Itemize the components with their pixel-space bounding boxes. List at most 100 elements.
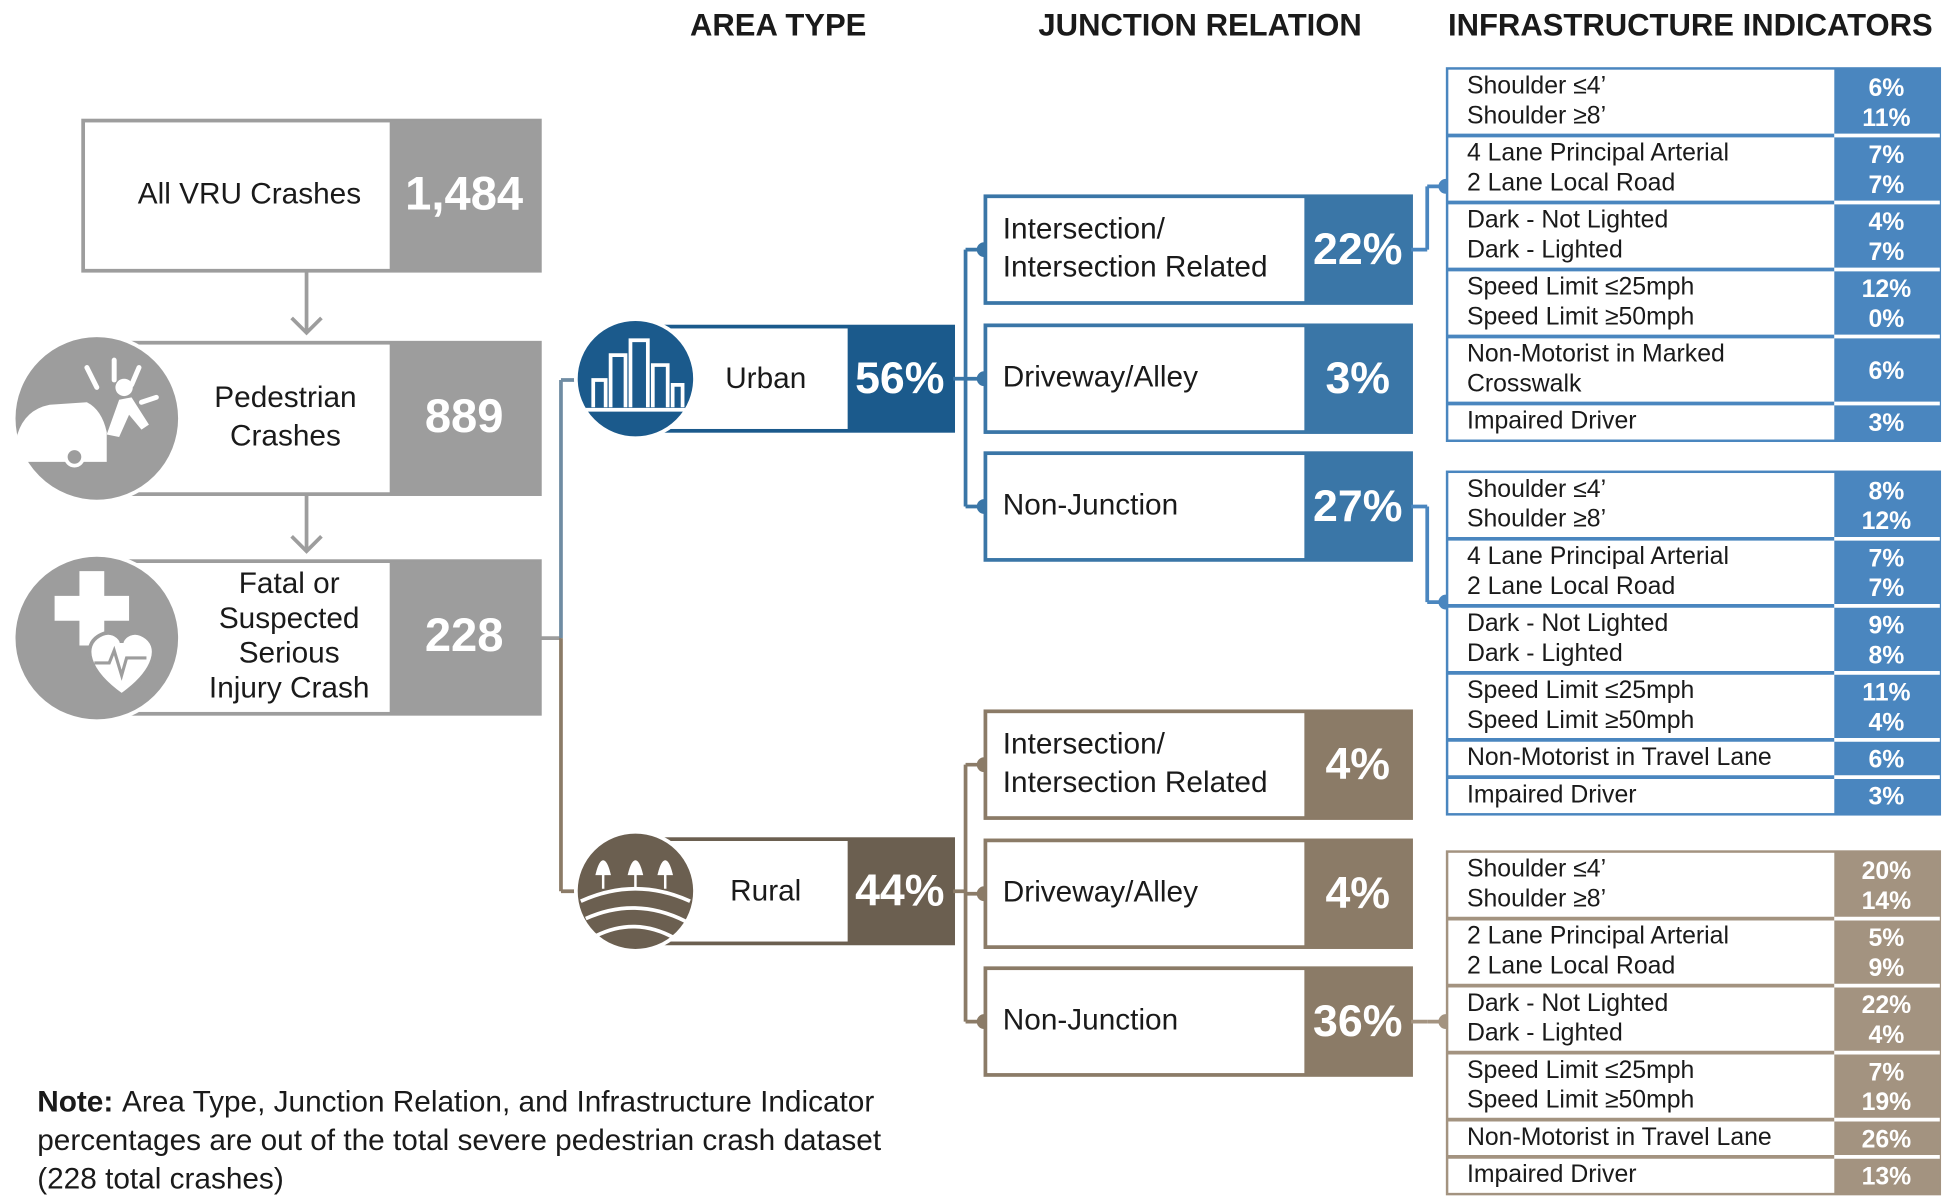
indicator-label: Dark - Lighted bbox=[1467, 640, 1623, 667]
indicator-value: 9% bbox=[1868, 955, 1904, 982]
indicator-label: Speed Limit ≤25mph bbox=[1467, 274, 1694, 301]
junction-label: Driveway/Alley bbox=[1003, 361, 1198, 394]
funnel-label: Suspected bbox=[219, 602, 360, 635]
icon-part bbox=[591, 338, 685, 408]
indicator-label: Impaired Driver bbox=[1467, 1161, 1637, 1188]
area-label: Rural bbox=[730, 874, 801, 907]
column-header: INFRASTRUCTURE INDICATORS bbox=[1448, 8, 1933, 43]
indicator-value: 6% bbox=[1868, 747, 1904, 774]
icon-part bbox=[129, 365, 142, 388]
indicator-label: Non-Motorist in Travel Lane bbox=[1467, 744, 1772, 771]
junction-label: Intersection Related bbox=[1003, 766, 1268, 799]
icon-part bbox=[573, 829, 697, 953]
junction-value: 3% bbox=[1325, 354, 1390, 403]
icon-part bbox=[657, 860, 674, 889]
indicator-value: 4% bbox=[1868, 209, 1904, 236]
indicator-value: 3% bbox=[1868, 410, 1904, 437]
funnel-label: Serious bbox=[239, 637, 340, 670]
column-header: JUNCTION RELATION bbox=[1038, 8, 1361, 43]
junction-label: Intersection/ bbox=[1003, 212, 1166, 245]
indicator-value: 13% bbox=[1862, 1164, 1912, 1191]
indicator-label: Shoulder ≥8’ bbox=[1467, 506, 1606, 533]
indicator-value: 7% bbox=[1868, 142, 1904, 169]
junction-value: 4% bbox=[1325, 740, 1390, 789]
indicator-value: 14% bbox=[1862, 888, 1912, 915]
funnel-label: Crashes bbox=[230, 420, 341, 453]
icon-part bbox=[580, 887, 691, 941]
indicator-label: 2 Lane Local Road bbox=[1467, 573, 1675, 600]
junction-value-box bbox=[1304, 840, 1412, 948]
junction-label: Intersection/ bbox=[1003, 727, 1166, 760]
indicator-value: 7% bbox=[1868, 1059, 1904, 1086]
indicator-label: 4 Lane Principal Arterial bbox=[1467, 140, 1729, 167]
indicator-value: 0% bbox=[1868, 306, 1904, 333]
indicator-value: 3% bbox=[1868, 784, 1904, 811]
junction-label: Non-Junction bbox=[1003, 1003, 1178, 1036]
indicator-value: 4% bbox=[1868, 1022, 1904, 1049]
indicator-label: Shoulder ≤4’ bbox=[1467, 856, 1606, 883]
area-value-box bbox=[847, 839, 954, 944]
funnel-value-box bbox=[389, 120, 540, 271]
junction-value: 36% bbox=[1313, 997, 1402, 1046]
junction-value: 4% bbox=[1325, 869, 1390, 918]
indicator-label: 4 Lane Principal Arterial bbox=[1467, 543, 1729, 570]
indicator-value: 9% bbox=[1868, 612, 1904, 639]
icon-part bbox=[595, 860, 611, 889]
junction-value-box bbox=[1304, 968, 1412, 1075]
indicator-label: Dark - Not Lighted bbox=[1467, 990, 1668, 1017]
funnel-label: Pedestrian bbox=[214, 381, 356, 414]
indicator-value: 26% bbox=[1862, 1126, 1912, 1153]
indicator-label: Speed Limit ≤25mph bbox=[1467, 1057, 1694, 1084]
indicator-label: Shoulder ≤4’ bbox=[1467, 476, 1606, 503]
indicator-value: 19% bbox=[1862, 1089, 1912, 1116]
junction-value: 22% bbox=[1313, 225, 1402, 274]
indicator-label: Shoulder ≥8’ bbox=[1467, 102, 1606, 129]
indicator-value: 6% bbox=[1868, 358, 1904, 385]
junction-value-box bbox=[1304, 711, 1412, 819]
indicator-label: Dark - Lighted bbox=[1467, 1020, 1623, 1047]
funnel-value: 1,484 bbox=[405, 166, 523, 219]
funnel-label: Fatal or bbox=[239, 567, 340, 600]
column-header: AREA TYPE bbox=[690, 8, 866, 43]
indicator-value-column bbox=[1834, 851, 1940, 1195]
junction-value: 27% bbox=[1313, 482, 1402, 531]
indicator-label: Speed Limit ≥50mph bbox=[1467, 707, 1694, 734]
arrow-head bbox=[290, 535, 323, 554]
note-text: Area Type, Junction Relation, and Infras… bbox=[122, 1085, 874, 1118]
indicator-label: Speed Limit ≥50mph bbox=[1467, 303, 1694, 330]
indicator-value: 11% bbox=[1862, 105, 1910, 132]
icons bbox=[11, 317, 697, 953]
indicator-value: 8% bbox=[1868, 642, 1904, 669]
indicator-label: Impaired Driver bbox=[1467, 781, 1637, 808]
icon-part bbox=[106, 397, 149, 438]
icon-part bbox=[87, 631, 156, 698]
junction-label: Intersection Related bbox=[1003, 251, 1268, 284]
indicator-value-column bbox=[1834, 471, 1940, 815]
indicator-label: Dark - Not Lighted bbox=[1467, 207, 1668, 234]
icon-part bbox=[115, 378, 133, 397]
note: Note: Area Type, Junction Relation, and I… bbox=[37, 1085, 874, 1118]
junction-label: Non-Junction bbox=[1003, 488, 1178, 521]
indicator-value: 7% bbox=[1868, 172, 1904, 199]
indicator-label: Dark - Lighted bbox=[1467, 236, 1623, 263]
indicator-value: 7% bbox=[1868, 239, 1904, 266]
indicator-value-column bbox=[1834, 68, 1940, 441]
indicator-label: Shoulder ≤4’ bbox=[1467, 73, 1606, 100]
indicator-value: 12% bbox=[1862, 276, 1912, 303]
note-label: Note: bbox=[37, 1085, 113, 1118]
indicator-label: Speed Limit ≤25mph bbox=[1467, 677, 1694, 704]
arrow-head bbox=[290, 316, 323, 336]
note-text: (228 total crashes) bbox=[37, 1162, 284, 1195]
indicator-value: 4% bbox=[1868, 709, 1904, 736]
area-value-box bbox=[847, 326, 954, 431]
icon-part bbox=[54, 571, 130, 646]
icon-part bbox=[139, 394, 159, 405]
icon-part bbox=[627, 860, 644, 889]
indicator-value: 5% bbox=[1868, 925, 1904, 952]
area-value: 56% bbox=[855, 354, 944, 403]
indicator-label: Impaired Driver bbox=[1467, 408, 1637, 435]
indicator-value: 11% bbox=[1862, 680, 1910, 707]
indicator-label: 2 Lane Principal Arterial bbox=[1467, 923, 1729, 950]
indicator-value: 12% bbox=[1862, 508, 1912, 535]
